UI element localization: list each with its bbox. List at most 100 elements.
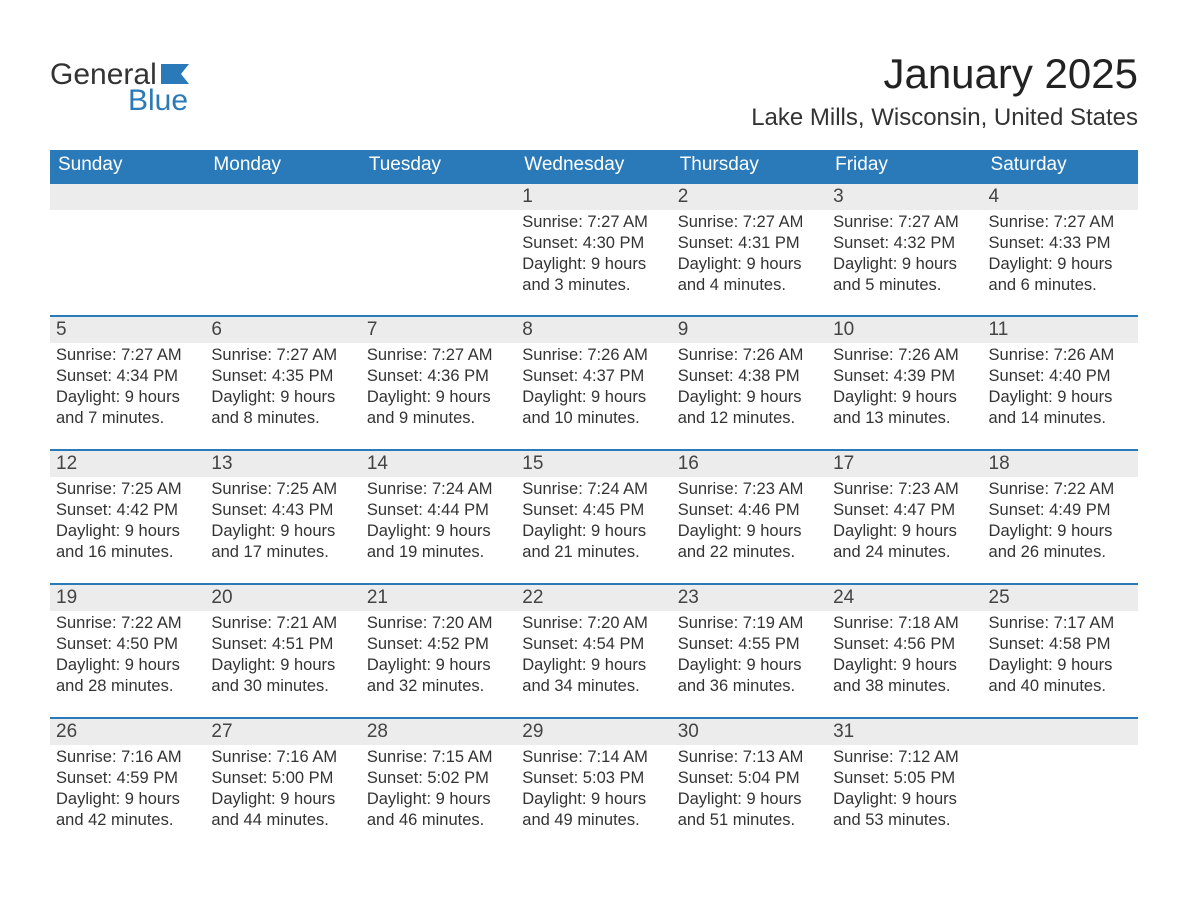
day-daylight2-line: and 8 minutes.	[211, 408, 354, 429]
day-daylight1-line: Daylight: 9 hours	[367, 789, 510, 810]
day-sunrise-line: Sunrise: 7:17 AM	[989, 613, 1132, 634]
day-daylight2-line: and 36 minutes.	[678, 676, 821, 697]
day-details: Sunrise: 7:12 AMSunset: 5:05 PMDaylight:…	[827, 745, 982, 831]
day-daylight1-line: Daylight: 9 hours	[989, 254, 1132, 275]
calendar-cell: 20Sunrise: 7:21 AMSunset: 4:51 PMDayligh…	[205, 583, 360, 717]
calendar-page: General Blue January 2025 Lake Mills, Wi…	[0, 0, 1188, 881]
day-sunrise-line: Sunrise: 7:19 AM	[678, 613, 821, 634]
day-sunrise-line: Sunrise: 7:18 AM	[833, 613, 976, 634]
day-sunset-line: Sunset: 4:39 PM	[833, 366, 976, 387]
day-daylight2-line: and 10 minutes.	[522, 408, 665, 429]
day-daylight2-line: and 53 minutes.	[833, 810, 976, 831]
day-daylight2-line: and 40 minutes.	[989, 676, 1132, 697]
calendar-cell: 1Sunrise: 7:27 AMSunset: 4:30 PMDaylight…	[516, 181, 671, 315]
day-daylight1-line: Daylight: 9 hours	[989, 387, 1132, 408]
day-daylight2-line: and 13 minutes.	[833, 408, 976, 429]
day-number	[50, 182, 205, 210]
day-sunrise-line: Sunrise: 7:26 AM	[678, 345, 821, 366]
calendar-cell	[205, 181, 360, 315]
brand-logo: General Blue	[50, 60, 195, 116]
calendar-cell: 7Sunrise: 7:27 AMSunset: 4:36 PMDaylight…	[361, 315, 516, 449]
day-sunrise-line: Sunrise: 7:27 AM	[522, 212, 665, 233]
day-sunrise-line: Sunrise: 7:26 AM	[522, 345, 665, 366]
day-number: 13	[205, 449, 360, 477]
day-number: 16	[672, 449, 827, 477]
day-sunset-line: Sunset: 4:46 PM	[678, 500, 821, 521]
day-details: Sunrise: 7:14 AMSunset: 5:03 PMDaylight:…	[516, 745, 671, 831]
day-number: 31	[827, 717, 982, 745]
day-sunset-line: Sunset: 5:03 PM	[522, 768, 665, 789]
day-number: 26	[50, 717, 205, 745]
day-daylight1-line: Daylight: 9 hours	[678, 521, 821, 542]
day-number: 21	[361, 583, 516, 611]
day-number: 12	[50, 449, 205, 477]
day-sunset-line: Sunset: 4:43 PM	[211, 500, 354, 521]
day-sunset-line: Sunset: 4:38 PM	[678, 366, 821, 387]
day-daylight2-line: and 32 minutes.	[367, 676, 510, 697]
day-sunset-line: Sunset: 4:58 PM	[989, 634, 1132, 655]
day-sunset-line: Sunset: 4:47 PM	[833, 500, 976, 521]
day-sunset-line: Sunset: 4:44 PM	[367, 500, 510, 521]
day-daylight1-line: Daylight: 9 hours	[56, 521, 199, 542]
day-sunrise-line: Sunrise: 7:23 AM	[833, 479, 976, 500]
day-sunrise-line: Sunrise: 7:16 AM	[56, 747, 199, 768]
day-daylight2-line: and 17 minutes.	[211, 542, 354, 563]
day-sunrise-line: Sunrise: 7:13 AM	[678, 747, 821, 768]
day-details: Sunrise: 7:26 AMSunset: 4:38 PMDaylight:…	[672, 343, 827, 429]
day-daylight1-line: Daylight: 9 hours	[989, 655, 1132, 676]
day-sunset-line: Sunset: 4:54 PM	[522, 634, 665, 655]
day-daylight1-line: Daylight: 9 hours	[678, 387, 821, 408]
day-daylight1-line: Daylight: 9 hours	[367, 521, 510, 542]
month-title: January 2025	[751, 50, 1138, 98]
day-details: Sunrise: 7:27 AMSunset: 4:36 PMDaylight:…	[361, 343, 516, 429]
day-number: 30	[672, 717, 827, 745]
weekday-header: Thursday	[672, 150, 827, 181]
calendar-cell: 13Sunrise: 7:25 AMSunset: 4:43 PMDayligh…	[205, 449, 360, 583]
day-daylight2-line: and 26 minutes.	[989, 542, 1132, 563]
day-daylight2-line: and 21 minutes.	[522, 542, 665, 563]
calendar-cell	[50, 181, 205, 315]
day-daylight1-line: Daylight: 9 hours	[211, 655, 354, 676]
day-number: 29	[516, 717, 671, 745]
day-sunrise-line: Sunrise: 7:15 AM	[367, 747, 510, 768]
day-sunrise-line: Sunrise: 7:27 AM	[367, 345, 510, 366]
day-sunrise-line: Sunrise: 7:26 AM	[989, 345, 1132, 366]
day-number: 7	[361, 315, 516, 343]
day-details: Sunrise: 7:19 AMSunset: 4:55 PMDaylight:…	[672, 611, 827, 697]
day-daylight2-line: and 14 minutes.	[989, 408, 1132, 429]
day-daylight1-line: Daylight: 9 hours	[367, 387, 510, 408]
calendar-cell: 2Sunrise: 7:27 AMSunset: 4:31 PMDaylight…	[672, 181, 827, 315]
calendar-cell: 21Sunrise: 7:20 AMSunset: 4:52 PMDayligh…	[361, 583, 516, 717]
day-sunset-line: Sunset: 4:34 PM	[56, 366, 199, 387]
day-sunrise-line: Sunrise: 7:23 AM	[678, 479, 821, 500]
day-sunrise-line: Sunrise: 7:16 AM	[211, 747, 354, 768]
day-sunset-line: Sunset: 4:30 PM	[522, 233, 665, 254]
day-daylight2-line: and 49 minutes.	[522, 810, 665, 831]
calendar-cell: 29Sunrise: 7:14 AMSunset: 5:03 PMDayligh…	[516, 717, 671, 851]
day-daylight2-line: and 3 minutes.	[522, 275, 665, 296]
calendar-body: 1Sunrise: 7:27 AMSunset: 4:30 PMDaylight…	[50, 181, 1138, 851]
day-number: 8	[516, 315, 671, 343]
day-sunset-line: Sunset: 4:35 PM	[211, 366, 354, 387]
day-details: Sunrise: 7:24 AMSunset: 4:44 PMDaylight:…	[361, 477, 516, 563]
calendar-cell: 12Sunrise: 7:25 AMSunset: 4:42 PMDayligh…	[50, 449, 205, 583]
day-details: Sunrise: 7:23 AMSunset: 4:46 PMDaylight:…	[672, 477, 827, 563]
calendar-cell	[361, 181, 516, 315]
day-number	[983, 717, 1138, 745]
day-daylight1-line: Daylight: 9 hours	[367, 655, 510, 676]
weekday-header: Wednesday	[516, 150, 671, 181]
day-details: Sunrise: 7:15 AMSunset: 5:02 PMDaylight:…	[361, 745, 516, 831]
day-daylight1-line: Daylight: 9 hours	[522, 254, 665, 275]
weekday-header: Friday	[827, 150, 982, 181]
location-subtitle: Lake Mills, Wisconsin, United States	[751, 104, 1138, 132]
day-sunset-line: Sunset: 5:00 PM	[211, 768, 354, 789]
day-daylight1-line: Daylight: 9 hours	[833, 655, 976, 676]
day-sunrise-line: Sunrise: 7:22 AM	[989, 479, 1132, 500]
day-daylight1-line: Daylight: 9 hours	[56, 387, 199, 408]
calendar-cell: 30Sunrise: 7:13 AMSunset: 5:04 PMDayligh…	[672, 717, 827, 851]
day-number: 1	[516, 182, 671, 210]
day-details: Sunrise: 7:20 AMSunset: 4:52 PMDaylight:…	[361, 611, 516, 697]
day-daylight1-line: Daylight: 9 hours	[56, 789, 199, 810]
day-daylight1-line: Daylight: 9 hours	[833, 789, 976, 810]
day-details: Sunrise: 7:26 AMSunset: 4:39 PMDaylight:…	[827, 343, 982, 429]
